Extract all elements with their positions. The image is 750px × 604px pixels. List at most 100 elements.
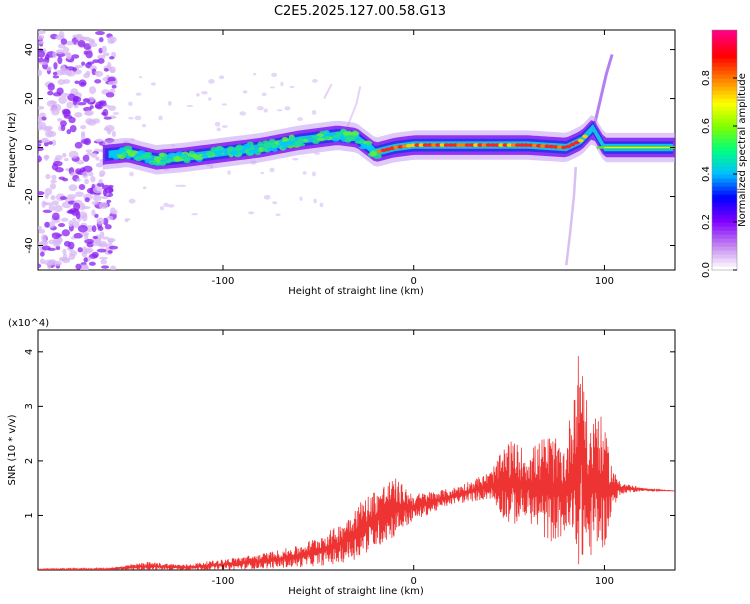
noise-speckle xyxy=(108,245,119,250)
colorbar-segment xyxy=(712,162,737,167)
ridge-blob xyxy=(316,137,326,142)
noise-speckle xyxy=(99,256,108,260)
faint-speckle xyxy=(302,171,307,175)
noise-speckle xyxy=(97,58,105,64)
ridge-blob xyxy=(331,137,340,142)
ridge-blob xyxy=(215,145,224,151)
colorbar-segment xyxy=(712,102,737,107)
faint-speckle xyxy=(242,90,248,94)
noise-speckle xyxy=(90,175,96,183)
noise-speckle xyxy=(48,204,55,212)
noise-speckle xyxy=(75,191,84,197)
colorbar-segment xyxy=(712,166,737,171)
ridge-core xyxy=(468,143,475,147)
colorbar-segment xyxy=(712,198,737,203)
noise-speckle xyxy=(100,259,108,265)
noise-speckle xyxy=(73,202,81,211)
faint-speckle xyxy=(179,184,187,188)
colorbar-segment xyxy=(712,202,737,207)
noise-speckle xyxy=(96,182,105,187)
ridge-blob xyxy=(130,152,136,157)
noise-speckle xyxy=(103,67,109,72)
faint-speckle xyxy=(272,201,278,205)
noise-speckle xyxy=(60,38,68,45)
noise-speckle xyxy=(72,217,77,222)
ridge-core xyxy=(540,144,546,148)
noise-speckle xyxy=(38,191,45,196)
spectrogram-ticks: -100 0 100 -40 -20 0 20 40 xyxy=(24,30,675,287)
colorbar-segment xyxy=(712,138,737,143)
noise-speckle xyxy=(49,182,57,190)
noise-speckle xyxy=(80,231,90,237)
ridge-core xyxy=(435,143,441,147)
noise-speckle xyxy=(38,57,45,63)
ridge-core xyxy=(510,143,517,147)
colorbar-segment xyxy=(712,154,737,159)
noise-speckle xyxy=(95,30,105,36)
faint-speckle xyxy=(134,115,142,121)
noise-speckle xyxy=(66,194,77,199)
noise-speckle xyxy=(47,247,56,252)
noise-speckle xyxy=(62,152,67,158)
noise-speckle xyxy=(104,124,115,132)
ridge-blob xyxy=(179,155,189,160)
noise-speckle xyxy=(66,129,72,135)
faint-speckle xyxy=(271,72,278,78)
noise-speckle xyxy=(109,66,116,74)
colorbar-tick-label: 0.0 xyxy=(701,262,712,278)
faint-speckle xyxy=(128,198,136,204)
noise-speckle xyxy=(106,128,112,135)
ridge-core xyxy=(527,143,534,148)
ridge-core xyxy=(498,143,504,147)
ridge-blob xyxy=(201,154,209,159)
spectrogram-y-axis-label: Frequency (Hz) xyxy=(7,112,18,188)
faint-speckle xyxy=(221,125,228,128)
ridge-blob xyxy=(213,150,223,156)
x-tick-label: -100 xyxy=(212,276,235,287)
noise-speckle xyxy=(90,152,98,158)
ridge-core xyxy=(477,143,483,147)
noise-speckle xyxy=(80,133,86,141)
noise-speckle xyxy=(52,160,63,167)
colorbar-segment xyxy=(712,178,737,183)
colorbar-segment xyxy=(712,114,737,119)
noise-speckle xyxy=(73,232,83,239)
noise-speckle xyxy=(54,239,62,247)
spectrogram-x-axis-label: Height of straight line (km) xyxy=(288,286,424,297)
noise-speckle xyxy=(38,147,44,151)
noise-speckle xyxy=(103,188,108,197)
noise-speckle xyxy=(52,51,57,59)
faint-speckle xyxy=(263,194,271,200)
noise-speckle xyxy=(80,124,87,130)
noise-speckle xyxy=(41,116,47,121)
noise-speckle xyxy=(68,116,76,124)
noise-speckle xyxy=(54,260,62,267)
noise-speckle xyxy=(87,171,94,177)
faint-speckle xyxy=(167,100,172,106)
noise-speckle xyxy=(45,173,51,180)
faint-speckle xyxy=(276,109,283,112)
noise-speckle xyxy=(39,258,45,265)
noise-speckle xyxy=(101,45,107,53)
noise-speckle xyxy=(106,199,112,203)
noise-speckle xyxy=(81,250,88,258)
ridge-core xyxy=(414,143,420,147)
noise-speckle xyxy=(107,40,115,44)
ridge-core xyxy=(515,143,521,147)
faint-speckle xyxy=(186,104,194,107)
colorbar-segment xyxy=(712,150,737,155)
ridge-blob xyxy=(293,140,303,147)
faint-speckle xyxy=(167,203,175,208)
noise-speckle xyxy=(59,196,68,201)
noise-speckle xyxy=(53,204,63,213)
noise-speckle xyxy=(74,80,80,85)
colorbar-segment xyxy=(712,58,737,63)
ridge-blob xyxy=(366,145,375,151)
noise-speckle xyxy=(87,119,97,126)
ridge-core xyxy=(443,143,450,147)
snr-panel: -100 0 100 1 2 3 4 (x10^4) Height of straight … xyxy=(7,318,676,597)
colorbar-segment xyxy=(712,170,737,175)
noise-speckle xyxy=(42,209,52,214)
colorbar-segment xyxy=(712,246,737,251)
faint-speckle xyxy=(292,157,299,161)
